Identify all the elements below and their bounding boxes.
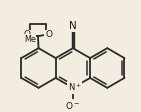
- Text: O: O: [45, 30, 52, 39]
- Text: O: O: [24, 30, 31, 39]
- Text: N$^+$: N$^+$: [68, 81, 82, 93]
- Text: O$^-$: O$^-$: [65, 100, 80, 111]
- Text: Me: Me: [24, 35, 36, 44]
- Text: N: N: [69, 21, 77, 31]
